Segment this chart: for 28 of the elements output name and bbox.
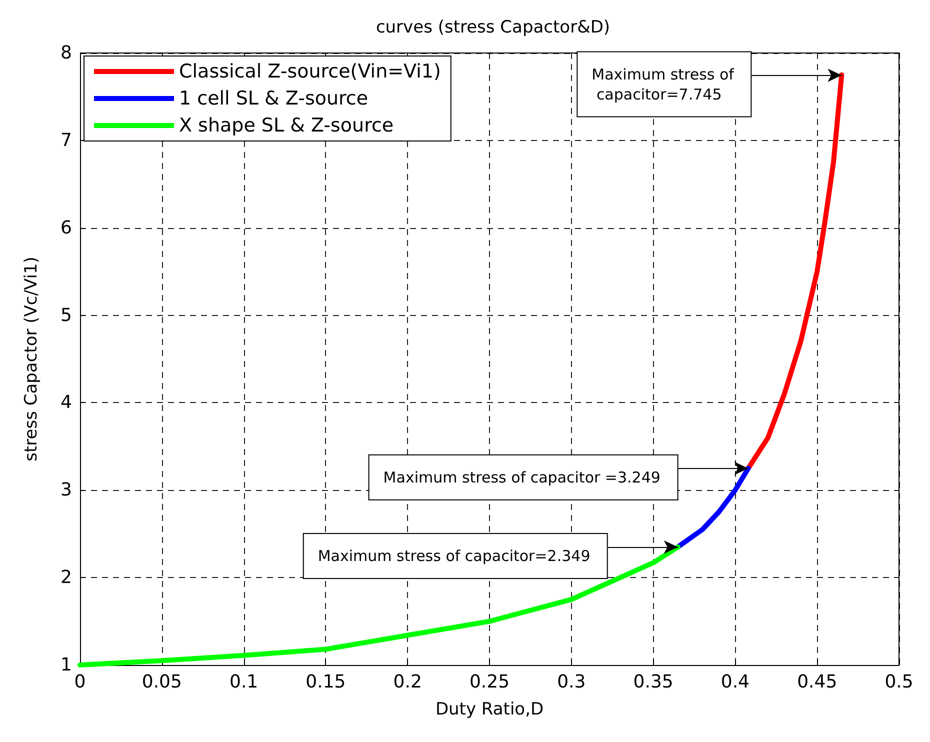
- y-tick-label: 5: [60, 304, 72, 326]
- x-axis-title: Duty Ratio,D: [435, 700, 544, 720]
- x-tick-label: 0.15: [306, 672, 346, 692]
- x-tick-label: 0.4: [720, 672, 750, 692]
- y-tick-label: 7: [60, 130, 72, 151]
- y-tick-label: 8: [60, 42, 72, 64]
- y-axis-title: stress Capactor (Vc/Vi1): [22, 256, 42, 462]
- y-tick-label: 1: [60, 654, 72, 676]
- x-tick-label: 0: [74, 672, 86, 692]
- annotation: Maximum stress of capacitor =3.249: [383, 468, 660, 486]
- x-tick-label: 0.3: [557, 672, 586, 692]
- annotation: Maximum stress of capacitor=7.745: [592, 65, 735, 104]
- legend-label: Classical Z-source(Vin=Vi1): [179, 60, 441, 82]
- x-tick-label: 0.2: [393, 672, 422, 692]
- legend-label: 1 cell SL & Z-source: [179, 88, 368, 110]
- x-tick-label: 0.35: [633, 672, 674, 692]
- x-tick-label: 0.45: [797, 672, 838, 692]
- legend-label: X shape SL & Z-source: [179, 114, 394, 136]
- y-tick-label: 2: [60, 567, 72, 588]
- x-tick-label: 0.1: [229, 672, 258, 692]
- y-tick-label: 4: [60, 392, 72, 414]
- y-tick-label: 3: [60, 480, 72, 501]
- annotation: Maximum stress of capacitor=2.349: [318, 547, 590, 566]
- x-tick-label: 0.5: [884, 672, 914, 692]
- x-tick-label: 0.05: [142, 672, 182, 692]
- chart-title: curves (stress Capactor&D): [376, 18, 610, 38]
- y-tick-label: 6: [60, 217, 72, 238]
- x-tick-label: 0.25: [469, 672, 510, 692]
